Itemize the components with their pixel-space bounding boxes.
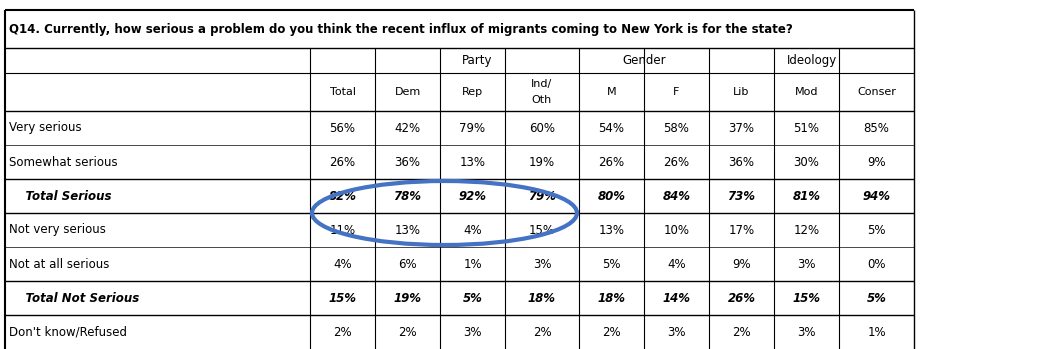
Text: 3%: 3% [798,258,815,270]
Text: Very serious: Very serious [9,121,81,134]
Text: 3%: 3% [532,258,551,270]
Text: 51%: 51% [794,121,820,134]
Text: Total Serious: Total Serious [9,190,111,202]
Text: Not very serious: Not very serious [9,223,106,237]
Text: 73%: 73% [728,190,755,202]
Text: 9%: 9% [867,156,886,169]
Text: 15%: 15% [792,291,821,304]
Text: 0%: 0% [867,258,886,270]
Text: Ind/: Ind/ [531,79,552,89]
Text: 1%: 1% [463,258,482,270]
Text: 17%: 17% [728,223,755,237]
Text: 2%: 2% [532,326,551,339]
Text: 79%: 79% [460,121,486,134]
Text: Conser: Conser [857,87,895,97]
Text: 36%: 36% [394,156,420,169]
Text: 3%: 3% [668,326,685,339]
Text: 5%: 5% [602,258,621,270]
Text: 15%: 15% [529,223,555,237]
Text: 19%: 19% [393,291,421,304]
Text: 60%: 60% [529,121,555,134]
Text: 3%: 3% [798,326,815,339]
Text: Gender: Gender [622,54,666,67]
Text: F: F [673,87,680,97]
Text: 30%: 30% [794,156,820,169]
Text: 58%: 58% [664,121,690,134]
Text: 5%: 5% [463,291,483,304]
Text: Party: Party [462,54,492,67]
Text: Rep: Rep [462,87,483,97]
Text: 54%: 54% [598,121,624,134]
Text: Dem: Dem [394,87,420,97]
Text: 5%: 5% [867,223,886,237]
Text: 42%: 42% [394,121,420,134]
Text: 13%: 13% [394,223,420,237]
Text: 18%: 18% [598,291,625,304]
Text: 6%: 6% [398,258,417,270]
Text: Total Not Serious: Total Not Serious [9,291,139,304]
Text: 2%: 2% [398,326,417,339]
Text: 15%: 15% [329,291,357,304]
Text: 2%: 2% [732,326,751,339]
Text: 4%: 4% [463,223,482,237]
Text: 26%: 26% [664,156,690,169]
Text: 26%: 26% [728,291,755,304]
Text: 10%: 10% [664,223,690,237]
Text: 18%: 18% [528,291,556,304]
Text: 85%: 85% [863,121,889,134]
Text: 94%: 94% [862,190,890,202]
Text: 92%: 92% [459,190,487,202]
Text: 4%: 4% [668,258,685,270]
Text: Q14. Currently, how serious a problem do you think the recent influx of migrants: Q14. Currently, how serious a problem do… [9,22,792,36]
Text: 12%: 12% [794,223,820,237]
Text: 1%: 1% [867,326,886,339]
Text: 5%: 5% [866,291,886,304]
Text: 84%: 84% [662,190,691,202]
Text: 79%: 79% [528,190,556,202]
Text: 9%: 9% [732,258,751,270]
Text: 3%: 3% [463,326,482,339]
Text: 36%: 36% [728,156,754,169]
Text: Lib: Lib [733,87,750,97]
Text: 13%: 13% [598,223,624,237]
Text: Mod: Mod [795,87,818,97]
Text: 19%: 19% [529,156,555,169]
Text: Somewhat serious: Somewhat serious [9,156,118,169]
Text: 80%: 80% [598,190,625,202]
Text: 13%: 13% [460,156,486,169]
Text: 2%: 2% [333,326,352,339]
Text: Ideology: Ideology [786,54,836,67]
Text: Not at all serious: Not at all serious [9,258,109,270]
Text: Don't know/Refused: Don't know/Refused [9,326,127,339]
Text: Total: Total [330,87,356,97]
Text: 78%: 78% [393,190,421,202]
Text: 14%: 14% [662,291,691,304]
Text: 2%: 2% [602,326,621,339]
Text: 37%: 37% [728,121,754,134]
Text: 26%: 26% [598,156,625,169]
Text: 56%: 56% [330,121,356,134]
Text: Oth: Oth [531,95,552,105]
Text: 81%: 81% [792,190,821,202]
Text: 26%: 26% [330,156,356,169]
Text: 11%: 11% [330,223,356,237]
Text: 4%: 4% [333,258,352,270]
Text: M: M [606,87,617,97]
Text: 82%: 82% [329,190,357,202]
